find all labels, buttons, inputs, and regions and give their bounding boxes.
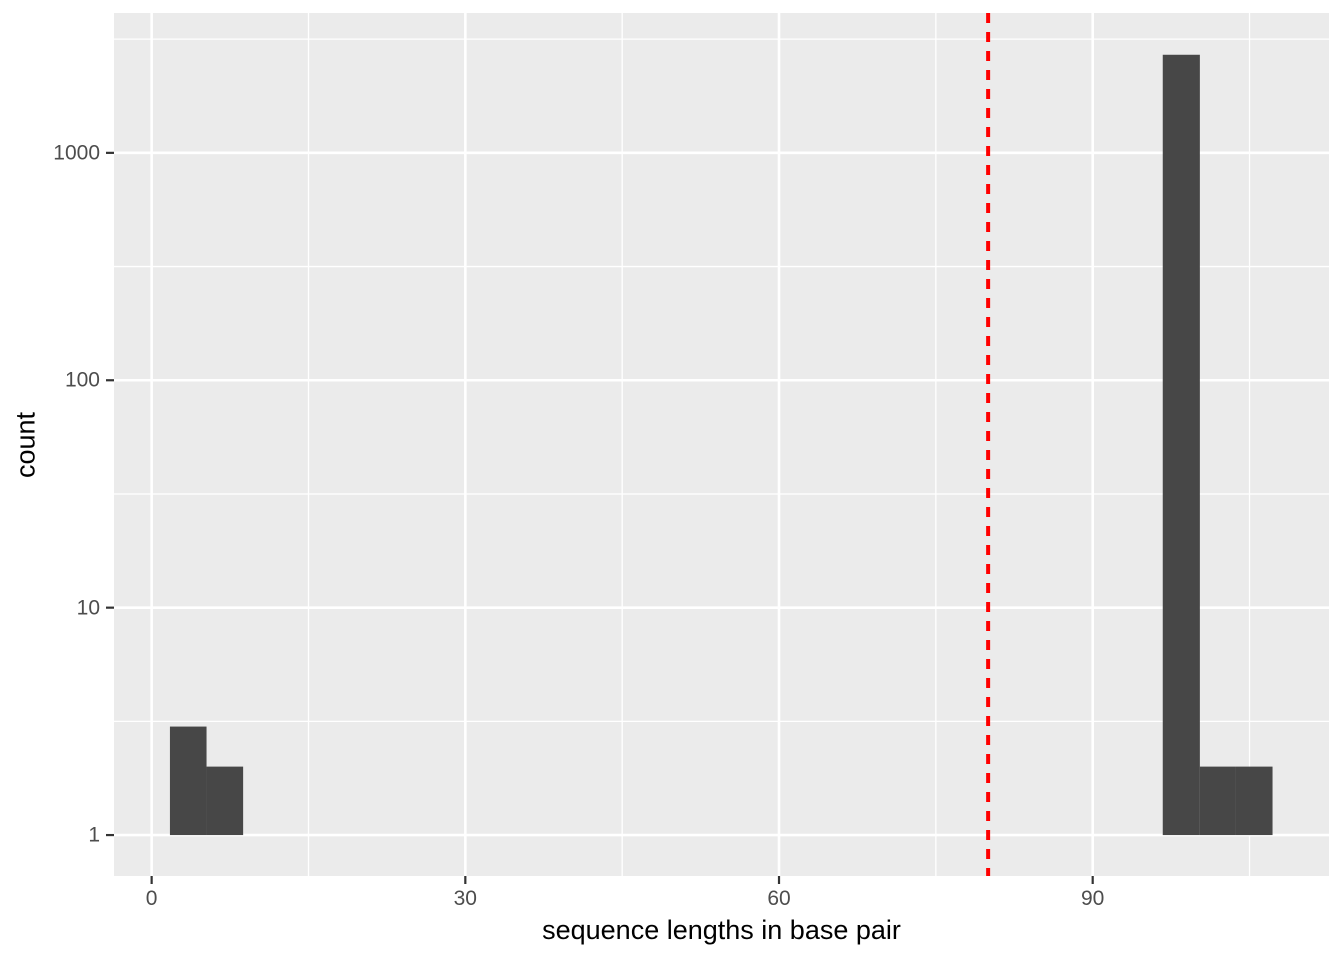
y-tick-label: 1 [88, 823, 100, 847]
y-tick-label: 10 [76, 596, 100, 620]
histogram-bar [1162, 54, 1200, 836]
x-tick-label: 60 [767, 887, 791, 910]
x-tick-label: 0 [145, 887, 158, 910]
y-tick-label: 100 [64, 368, 100, 392]
y-tick-label: 1000 [53, 141, 100, 165]
histogram-bar [1199, 766, 1236, 836]
x-tick-label: 30 [453, 887, 477, 910]
y-axis-title: count [10, 411, 41, 478]
plot-panel [114, 13, 1329, 876]
x-tick-label: 90 [1081, 887, 1105, 910]
x-axis-title: sequence lengths in base pair [542, 915, 901, 945]
histogram-bar [169, 726, 207, 836]
histogram-bar [1235, 766, 1273, 836]
histogram-bar [206, 766, 244, 836]
